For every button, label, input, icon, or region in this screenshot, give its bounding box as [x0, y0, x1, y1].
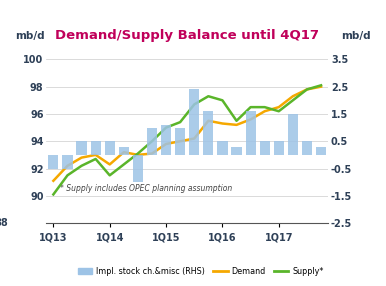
Bar: [232, 147, 242, 155]
Bar: [260, 141, 270, 155]
Bar: [175, 128, 185, 155]
Bar: [161, 125, 171, 155]
Bar: [48, 155, 58, 168]
Text: * Supply includes OPEC planning assumption: * Supply includes OPEC planning assumpti…: [60, 184, 233, 193]
Bar: [91, 141, 101, 155]
Bar: [76, 141, 86, 155]
Bar: [133, 155, 143, 182]
Legend: Impl. stock ch.&misc (RHS), Demand, Supply*: Impl. stock ch.&misc (RHS), Demand, Supp…: [74, 264, 327, 279]
Bar: [119, 147, 129, 155]
Bar: [302, 141, 312, 155]
Bar: [63, 155, 73, 168]
Text: mb/d: mb/d: [15, 31, 45, 41]
Bar: [316, 147, 326, 155]
Bar: [288, 114, 298, 155]
Bar: [203, 111, 213, 155]
Bar: [274, 141, 284, 155]
Title: Demand/Supply Balance until 4Q17: Demand/Supply Balance until 4Q17: [55, 29, 319, 42]
Text: 88: 88: [0, 218, 8, 228]
Bar: [217, 141, 227, 155]
Text: mb/d: mb/d: [341, 31, 371, 41]
Bar: [189, 90, 199, 155]
Bar: [105, 141, 115, 155]
Bar: [245, 111, 256, 155]
Bar: [147, 128, 157, 155]
